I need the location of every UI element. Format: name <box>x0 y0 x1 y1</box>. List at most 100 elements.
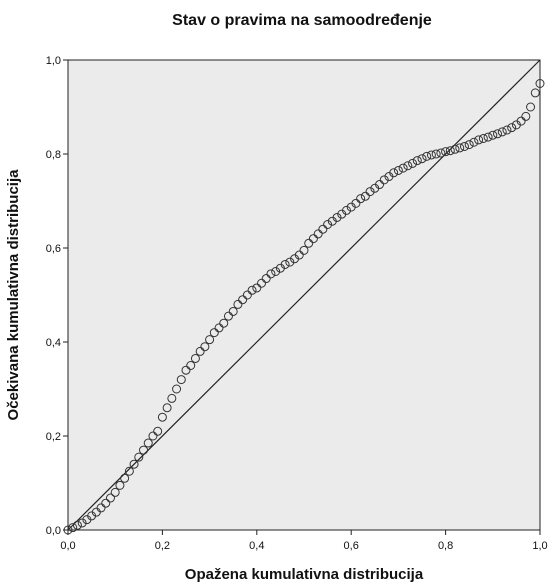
data-point <box>299 245 309 255</box>
data-point <box>493 129 503 139</box>
x-tick-label: 0,8 <box>438 540 453 552</box>
data-point <box>214 323 224 333</box>
data-point <box>72 520 82 530</box>
data-point <box>431 149 441 159</box>
data-point <box>323 220 333 229</box>
data-point <box>143 438 153 448</box>
data-point <box>450 144 460 154</box>
data-point <box>398 163 408 173</box>
data-point <box>228 306 238 316</box>
y-axis: 0,0 0,2 0,4 0,6 0,8 1,0 <box>46 55 68 537</box>
data-point <box>190 353 200 363</box>
x-axis-label: Opažena kumulativna distribucija <box>185 566 424 583</box>
data-point <box>120 473 130 483</box>
data-point <box>455 143 465 153</box>
data-point <box>294 250 304 260</box>
chart-title: Stav o pravima na samoodređenje <box>172 12 432 29</box>
data-point <box>516 116 526 126</box>
data-point <box>375 180 385 190</box>
y-tick-label: 0,2 <box>46 431 61 443</box>
data-point <box>356 194 366 204</box>
data-point <box>417 154 427 164</box>
data-point <box>478 133 488 143</box>
data-point <box>412 156 422 166</box>
data-point <box>474 135 484 145</box>
data-point <box>115 480 125 490</box>
data-point <box>167 393 177 403</box>
data-point <box>153 426 163 436</box>
data-point <box>129 459 139 469</box>
data-point <box>252 283 262 293</box>
data-point <box>318 224 328 234</box>
data-point <box>77 518 87 528</box>
data-point <box>148 431 158 441</box>
y-tick-label: 1,0 <box>46 55 61 67</box>
data-point <box>332 212 342 222</box>
data-point <box>271 267 281 276</box>
y-tick-label: 0,0 <box>46 525 61 537</box>
data-point <box>219 318 229 328</box>
data-point <box>205 335 215 345</box>
data-point <box>441 147 451 157</box>
data-point <box>105 493 115 503</box>
data-point <box>526 102 536 112</box>
data-point <box>304 238 314 248</box>
data-point <box>483 132 493 142</box>
data-point <box>280 259 290 269</box>
data-point <box>200 342 210 352</box>
data-point <box>209 328 219 338</box>
y-axis-label: Očekivana kumulativna distribucija <box>5 169 22 421</box>
x-tick-label: 0,6 <box>344 540 359 552</box>
data-point <box>313 229 323 239</box>
data-point <box>360 191 370 201</box>
data-point <box>379 175 389 185</box>
x-axis: 0,0 0,2 0,4 0,6 0,8 1,0 <box>60 530 548 552</box>
data-point <box>464 140 474 150</box>
data-point <box>445 146 455 156</box>
data-point <box>68 523 78 533</box>
data-point <box>530 88 540 98</box>
data-point <box>403 161 413 171</box>
data-point <box>242 290 252 300</box>
data-point <box>157 412 167 422</box>
data-point <box>186 361 196 370</box>
data-point <box>502 125 512 135</box>
data-point <box>101 498 111 508</box>
data-point <box>341 205 351 215</box>
x-tick-label: 0,2 <box>155 540 170 552</box>
data-point <box>162 403 172 413</box>
data-point <box>507 123 517 133</box>
y-tick-label: 0,8 <box>46 149 61 161</box>
data-point <box>233 299 243 309</box>
data-point <box>497 127 507 137</box>
data-point <box>247 285 257 295</box>
data-point <box>408 158 418 168</box>
data-point <box>261 274 271 284</box>
data-point <box>389 168 399 178</box>
data-point <box>266 269 276 279</box>
reference-line <box>67 59 541 531</box>
y-tick-label: 0,6 <box>46 243 61 255</box>
data-point <box>181 365 191 375</box>
data-point <box>195 346 205 356</box>
data-point <box>257 278 267 288</box>
data-point <box>139 445 149 455</box>
reference-line-layer <box>67 59 541 531</box>
data-point <box>426 150 436 160</box>
data-point <box>488 130 498 140</box>
y-tick-label: 0,4 <box>46 337 61 349</box>
data-point <box>365 187 375 197</box>
data-point <box>96 503 106 513</box>
data-point <box>521 111 531 121</box>
data-point <box>469 137 479 147</box>
data-point <box>535 79 545 88</box>
data-point <box>134 452 144 462</box>
data-point <box>422 151 432 161</box>
data-point <box>110 487 120 497</box>
data-point <box>285 257 295 267</box>
x-tick-label: 1,0 <box>532 540 547 552</box>
data-point <box>124 466 134 476</box>
data-point <box>176 375 186 385</box>
data-point <box>459 141 469 151</box>
